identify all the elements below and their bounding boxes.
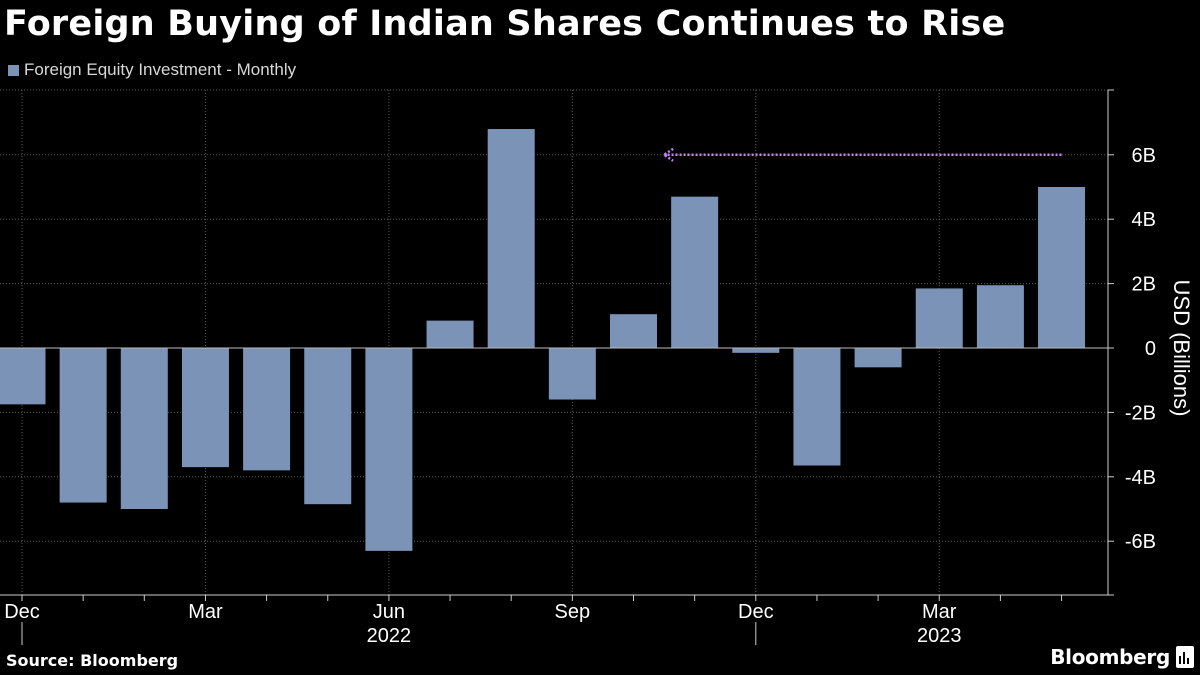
bar [487,129,535,348]
bar [181,348,229,468]
bar [120,348,168,509]
y-axis-title: USD (Billions) [1169,280,1194,417]
x-year-label: 2023 [917,625,962,647]
bar [0,348,46,405]
bar [243,348,291,471]
bar [915,288,963,348]
y-tick-label: 2B [1132,274,1156,296]
bar [854,348,902,368]
x-tick-label: Mar [922,601,957,623]
bar [1038,187,1086,348]
bar [976,285,1024,348]
bar [59,348,107,503]
bar [732,348,780,353]
x-tick-label: Sep [555,601,591,623]
legend: Foreign Equity Investment - Monthly [8,60,296,80]
x-tick-label: Dec [4,601,40,623]
x-year-label: 2022 [367,625,412,647]
y-tick-label: 0 [1145,338,1156,360]
legend-swatch [8,64,19,76]
x-tick-label: Mar [188,601,223,623]
x-tick-label: Dec [738,601,774,623]
y-tick-label: 6B [1132,145,1156,167]
legend-label: Foreign Equity Investment - Monthly [24,60,297,79]
brand-logo: Bloomberg [1050,645,1194,669]
bar [548,348,596,400]
bar [610,314,657,348]
y-tick-label: 4B [1132,209,1156,231]
x-tick-label: Jun [373,601,405,623]
bloomberg-terminal-icon [1176,646,1194,668]
bar [304,348,352,505]
bar [671,196,719,348]
source-label: Source: Bloomberg [6,651,179,670]
y-tick-label: -6B [1125,531,1156,553]
bar [426,320,474,348]
chart-title: Foreign Buying of Indian Shares Continue… [4,4,1006,44]
brand-name: Bloomberg [1050,645,1170,669]
y-tick-label: -4B [1125,467,1156,489]
y-tick-label: -2B [1125,402,1156,424]
bar [365,348,413,551]
bar [793,348,841,466]
